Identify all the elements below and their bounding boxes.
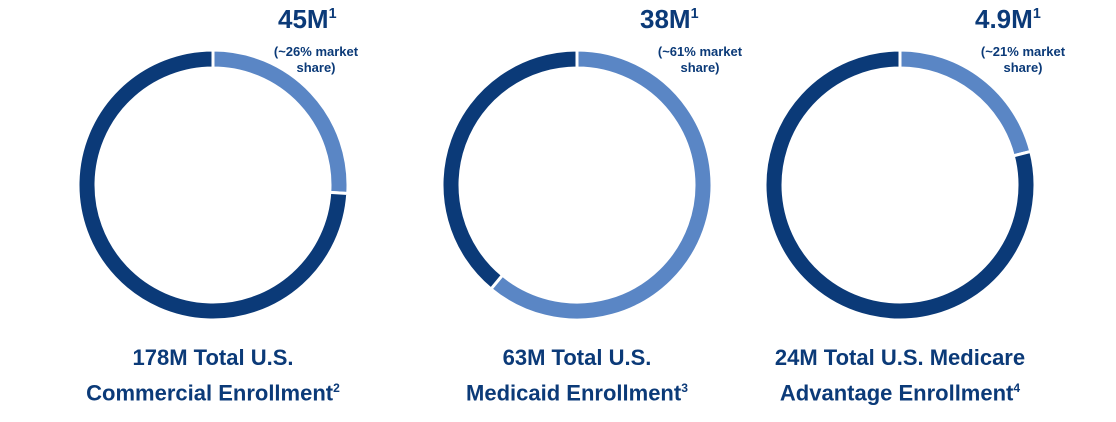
headline-value: 4.9M [975,4,1033,34]
title-line: 24M Total U.S. Medicare [774,345,1026,370]
share-label: (~21% market share) [980,44,1066,75]
donut-segment [76,48,350,322]
donut-segment [763,48,1037,322]
donut-title: 178M Total U.S. Commercial Enrollment2 [43,342,383,408]
donut-segment [488,48,714,322]
headline-note: 1 [328,6,337,22]
headline-note: 1 [690,6,699,22]
headline: 4.9M1 [975,4,1041,35]
title-note: 4 [1013,381,1021,395]
share-label: (~26% market share) [273,44,359,75]
title-line: Advantage Enrollment [779,380,1014,406]
headline: 45M1 [278,4,337,35]
donut-title: 63M Total U.S. Medicaid Enrollment3 [407,342,747,408]
title-note: 2 [333,381,340,395]
title-line: Commercial Enrollment [86,380,334,406]
donut-title: 24M Total U.S. Medicare Advantage Enrollm… [730,342,1070,408]
title-line: 63M Total U.S. [502,345,652,370]
title-line: Medicaid Enrollment [466,380,682,406]
share-label: (~61% market share) [657,44,743,75]
title-note: 3 [681,381,688,395]
headline-note: 1 [1032,6,1041,22]
donut-segment [440,48,579,292]
headline: 38M1 [640,4,699,35]
title-line: 178M Total U.S. [132,345,294,370]
headline-value: 38M [640,4,691,34]
headline-value: 45M [278,4,329,34]
